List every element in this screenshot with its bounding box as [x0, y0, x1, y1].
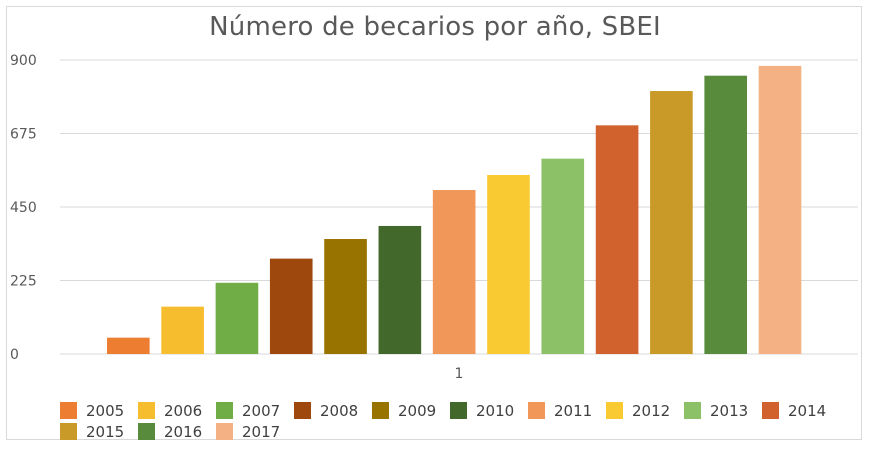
- bar-2010: [378, 225, 422, 354]
- legend-label: 2007: [242, 401, 281, 420]
- legend-item-2007: 2007: [216, 402, 294, 420]
- legend-swatch: [684, 402, 701, 419]
- y-tick-label: 0: [10, 347, 19, 363]
- legend-item-2012: 2012: [606, 402, 684, 420]
- legend-swatch: [216, 423, 233, 440]
- legend-item-2014: 2014: [762, 402, 840, 420]
- legend-label: 2011: [554, 401, 593, 420]
- legend-row: 2015 2016 2017: [60, 421, 860, 442]
- bar-2011: [432, 190, 476, 354]
- legend-swatch: [138, 402, 155, 419]
- bar-chart-plot: 0 225 450 675 900 1: [10, 53, 858, 382]
- chart-legend: 2005 2006 2007 2008 2009 2010 2011 2012 2013 2014…: [60, 400, 860, 442]
- y-tick-label: 450: [10, 200, 37, 216]
- legend-label: 2008: [320, 401, 359, 420]
- legend-item-2006: 2006: [138, 402, 216, 420]
- legend-swatch: [60, 402, 77, 419]
- legend-swatch: [138, 423, 155, 440]
- legend-swatch: [216, 402, 233, 419]
- legend-item-2010: 2010: [450, 402, 528, 420]
- bar-2014: [595, 125, 639, 354]
- legend-swatch: [60, 423, 77, 440]
- legend-swatch: [762, 402, 779, 419]
- legend-item-2005: 2005: [60, 402, 138, 420]
- legend-label: 2005: [86, 401, 125, 420]
- bar-2006: [161, 306, 204, 354]
- legend-item-2009: 2009: [372, 402, 450, 420]
- legend-swatch: [372, 402, 389, 419]
- legend-item-2008: 2008: [294, 402, 372, 420]
- legend-item-2011: 2011: [528, 402, 606, 420]
- bar-2015: [650, 91, 693, 355]
- bar-2016: [704, 75, 748, 355]
- bar-2007: [215, 282, 259, 354]
- legend-label: 2017: [242, 422, 281, 441]
- bar-2012: [487, 174, 530, 354]
- bar-2013: [541, 158, 585, 354]
- legend-swatch: [528, 402, 545, 419]
- bar-2017: [758, 65, 802, 354]
- bar-2005: [107, 337, 150, 354]
- legend-label: 2014: [788, 401, 827, 420]
- legend-swatch: [450, 402, 467, 419]
- y-tick-label: 900: [10, 53, 37, 69]
- y-tick-label: 225: [10, 274, 37, 290]
- legend-item-2013: 2013: [684, 402, 762, 420]
- legend-label: 2009: [398, 401, 437, 420]
- bar-2008: [269, 258, 313, 354]
- legend-row: 2005 2006 2007 2008 2009 2010 2011 2012 2013 2014: [60, 400, 860, 421]
- legend-label: 2015: [86, 422, 125, 441]
- legend-label: 2006: [164, 401, 203, 420]
- legend-item-2017: 2017: [216, 423, 294, 441]
- chart-title: Número de becarios por año, SBEI: [209, 12, 661, 42]
- legend-label: 2013: [710, 401, 749, 420]
- legend-label: 2016: [164, 422, 203, 441]
- legend-item-2015: 2015: [60, 423, 138, 441]
- legend-swatch: [606, 402, 623, 419]
- bar-2009: [324, 239, 367, 354]
- legend-swatch: [294, 402, 311, 419]
- y-tick-label: 675: [10, 127, 37, 143]
- legend-label: 2012: [632, 401, 671, 420]
- legend-label: 2010: [476, 401, 515, 420]
- x-tick-label: 1: [455, 366, 464, 382]
- legend-item-2016: 2016: [138, 423, 216, 441]
